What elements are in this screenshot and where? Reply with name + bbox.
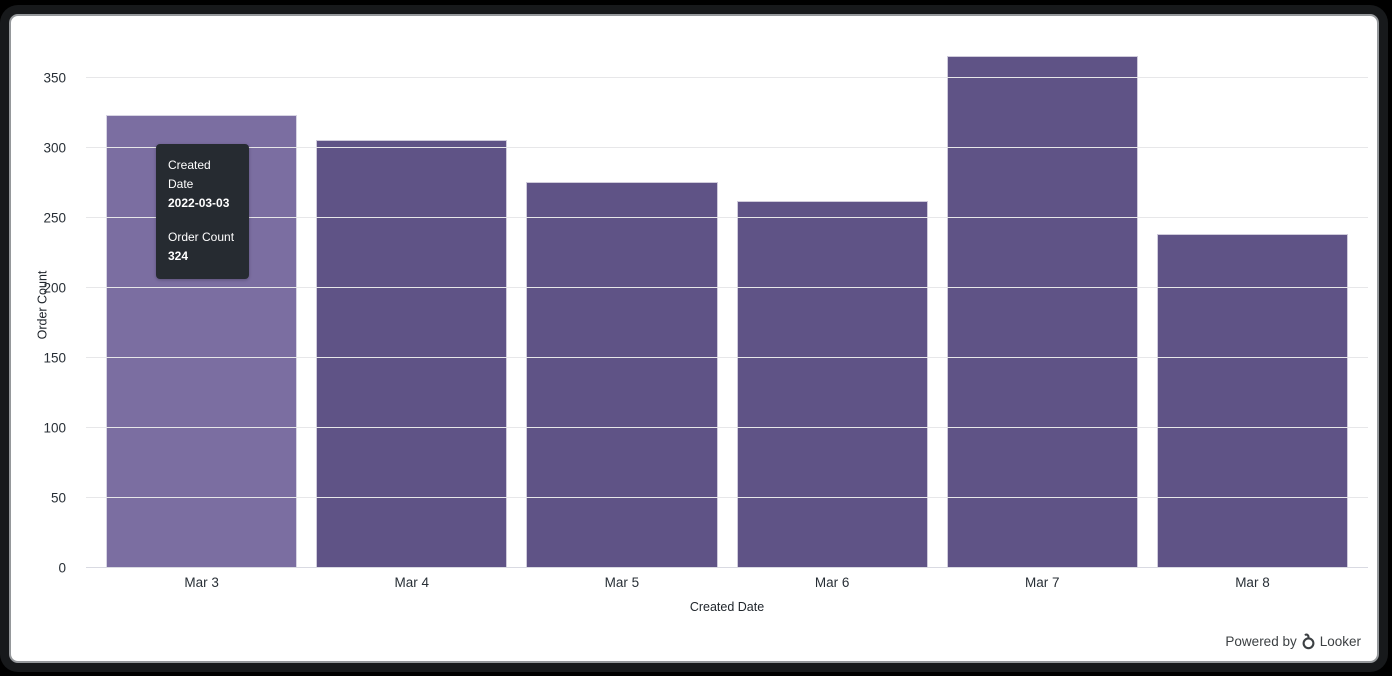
x-tick-mar-3: Mar 3 [184, 575, 219, 590]
x-tick-mar-5: Mar 5 [604, 575, 640, 590]
gridline-50 [86, 497, 1368, 499]
bar-mar-8[interactable] [1156, 233, 1349, 568]
bar-mar-6[interactable] [736, 201, 928, 568]
y-tick-50: 50 [50, 490, 66, 506]
y-tick-150: 150 [43, 350, 66, 366]
bar-mar-4[interactable] [316, 139, 508, 568]
tooltip-dimension-value: 2022-03-03 [168, 196, 230, 210]
chart-window: Order Count 0 50 100 150 200 250 300 350 Create… [9, 14, 1379, 663]
y-tick-0: 0 [58, 560, 66, 576]
bar-mar-5[interactable] [526, 181, 718, 568]
chart-canvas: Order Count 0 50 100 150 200 250 300 350 Create… [11, 16, 1377, 661]
x-tick-mar-6: Mar 6 [814, 575, 850, 590]
x-tick-mar-8: Mar 8 [1235, 575, 1270, 590]
gridline-250 [86, 217, 1368, 219]
x-tick-mar-7: Mar 7 [1025, 575, 1060, 590]
tooltip-dimension-label: Created Date [168, 158, 211, 191]
y-tick-350: 350 [43, 70, 66, 86]
looker-logo-icon [1302, 633, 1315, 650]
y-tick-200: 200 [43, 280, 66, 296]
plot-area: Created Date 2022-03-03 Order Count 324 [86, 42, 1368, 568]
y-tick-300: 300 [43, 140, 66, 156]
x-tick-mar-4: Mar 4 [394, 575, 430, 590]
x-axis-line [86, 567, 1368, 568]
tooltip-measure-value: 324 [168, 249, 189, 263]
looker-brand-text: Looker [1319, 634, 1361, 649]
x-axis-title: Created Date [689, 600, 765, 614]
bar-mar-7[interactable] [946, 56, 1138, 568]
bar-series [86, 42, 1368, 568]
gridline-200 [86, 287, 1368, 289]
y-axis: 0 50 100 150 200 250 300 350 [11, 42, 76, 576]
gridline-350 [86, 77, 1368, 79]
y-tick-100: 100 [43, 420, 66, 436]
tooltip-measure-label: Order Count [168, 230, 235, 244]
powered-by-text: Powered by [1225, 634, 1297, 649]
gridline-100 [86, 427, 1368, 429]
tooltip: Created Date 2022-03-03 Order Count 324 [156, 144, 249, 279]
y-tick-250: 250 [43, 210, 66, 226]
gridline-300 [86, 147, 1368, 149]
powered-by-looker-link[interactable]: Powered by Looker [1225, 633, 1361, 650]
gridline-150 [86, 357, 1368, 359]
x-axis-labels: Mar 3 Mar 4 Mar 5 Mar 6 Mar 7 Mar 8 [86, 575, 1368, 590]
